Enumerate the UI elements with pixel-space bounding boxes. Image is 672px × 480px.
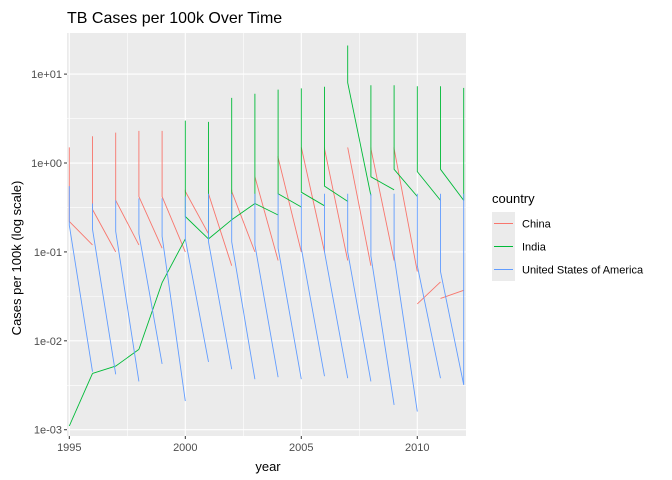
x-axis-title: year [255,459,281,474]
y-axis-title: Cases per 100k (log scale) [9,181,24,336]
series-line [138,238,186,350]
series-line [324,193,349,379]
series-line [393,85,418,197]
series-line [440,193,465,385]
x-axis: 1995 2000 2005 2010 [57,436,430,454]
series-line [231,193,256,380]
plot-panel [67,33,466,436]
legend: country China India United States of Ameri… [492,191,644,281]
legend-label: India [522,242,547,254]
y-tick-label: 1e-01 [34,247,62,259]
x-tick-label: 2005 [289,442,313,454]
y-tick-label: 1e+00 [31,158,62,170]
series-line [300,147,325,252]
chart-title: TB Cases per 100k Over Time [67,10,282,27]
series-line [68,373,93,427]
series-line [370,193,395,405]
series-line [161,198,186,402]
series-layer [68,45,465,427]
legend-title: country [492,191,535,206]
series-line [300,193,325,377]
series-line [277,193,302,380]
series-line [324,86,348,202]
y-axis: 1e-03 1e-02 1e-01 1e+00 1e+01 [31,69,67,437]
series-line [138,130,163,249]
legend-label: United States of America [522,265,644,277]
series-line [440,289,464,299]
series-line [393,193,418,412]
series-line [370,85,395,191]
y-tick-label: 1e-02 [34,336,62,348]
x-tick-label: 1995 [57,442,81,454]
grid-minor [67,33,466,436]
series-line [416,193,441,379]
y-tick-label: 1e+01 [31,69,62,81]
series-line [254,193,279,378]
legend-label: China [522,219,552,231]
series-line [92,203,117,375]
series-line [138,198,163,364]
series-line [184,196,209,362]
series-line [440,86,465,201]
series-line [115,200,140,382]
series-line [347,193,372,382]
series-line [208,193,233,370]
series-line [347,147,372,266]
series-line [416,86,441,201]
y-tick-label: 1e-03 [34,425,62,437]
series-line [416,281,441,305]
series-line [347,45,372,196]
x-tick-label: 2000 [173,442,197,454]
series-line [68,186,93,372]
series-united-states-of-america [68,186,465,412]
x-tick-label: 2010 [405,442,429,454]
series-line [161,130,186,253]
series-line [254,176,279,261]
series-line [92,349,140,374]
series-line [300,88,325,207]
